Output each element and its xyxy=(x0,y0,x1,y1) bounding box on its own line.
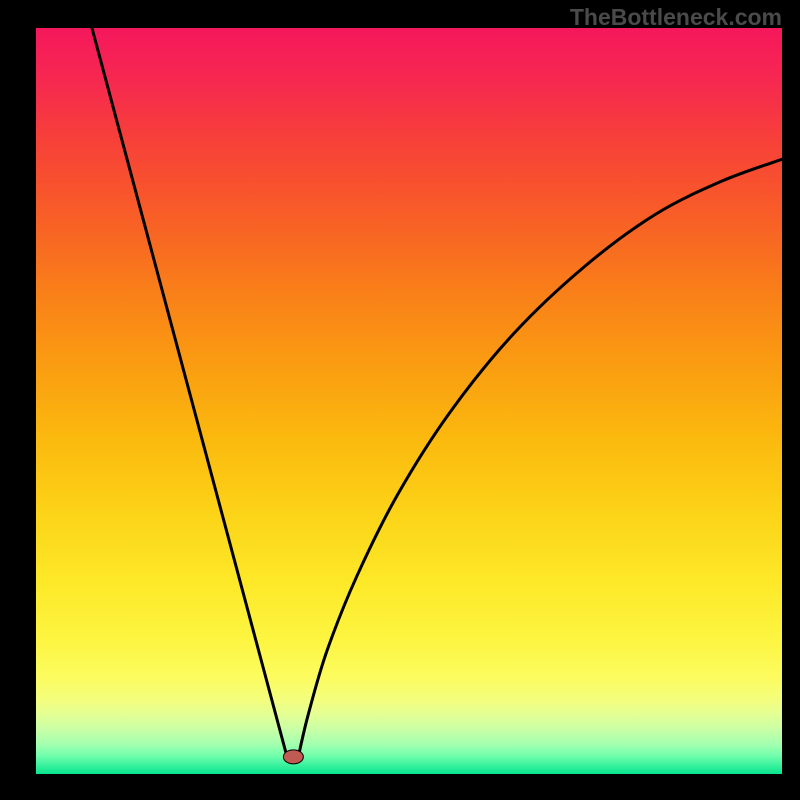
vertex-marker xyxy=(283,750,303,764)
bottleneck-curve xyxy=(36,28,782,774)
watermark-text: TheBottleneck.com xyxy=(570,4,782,31)
chart-plot-area xyxy=(36,28,782,774)
